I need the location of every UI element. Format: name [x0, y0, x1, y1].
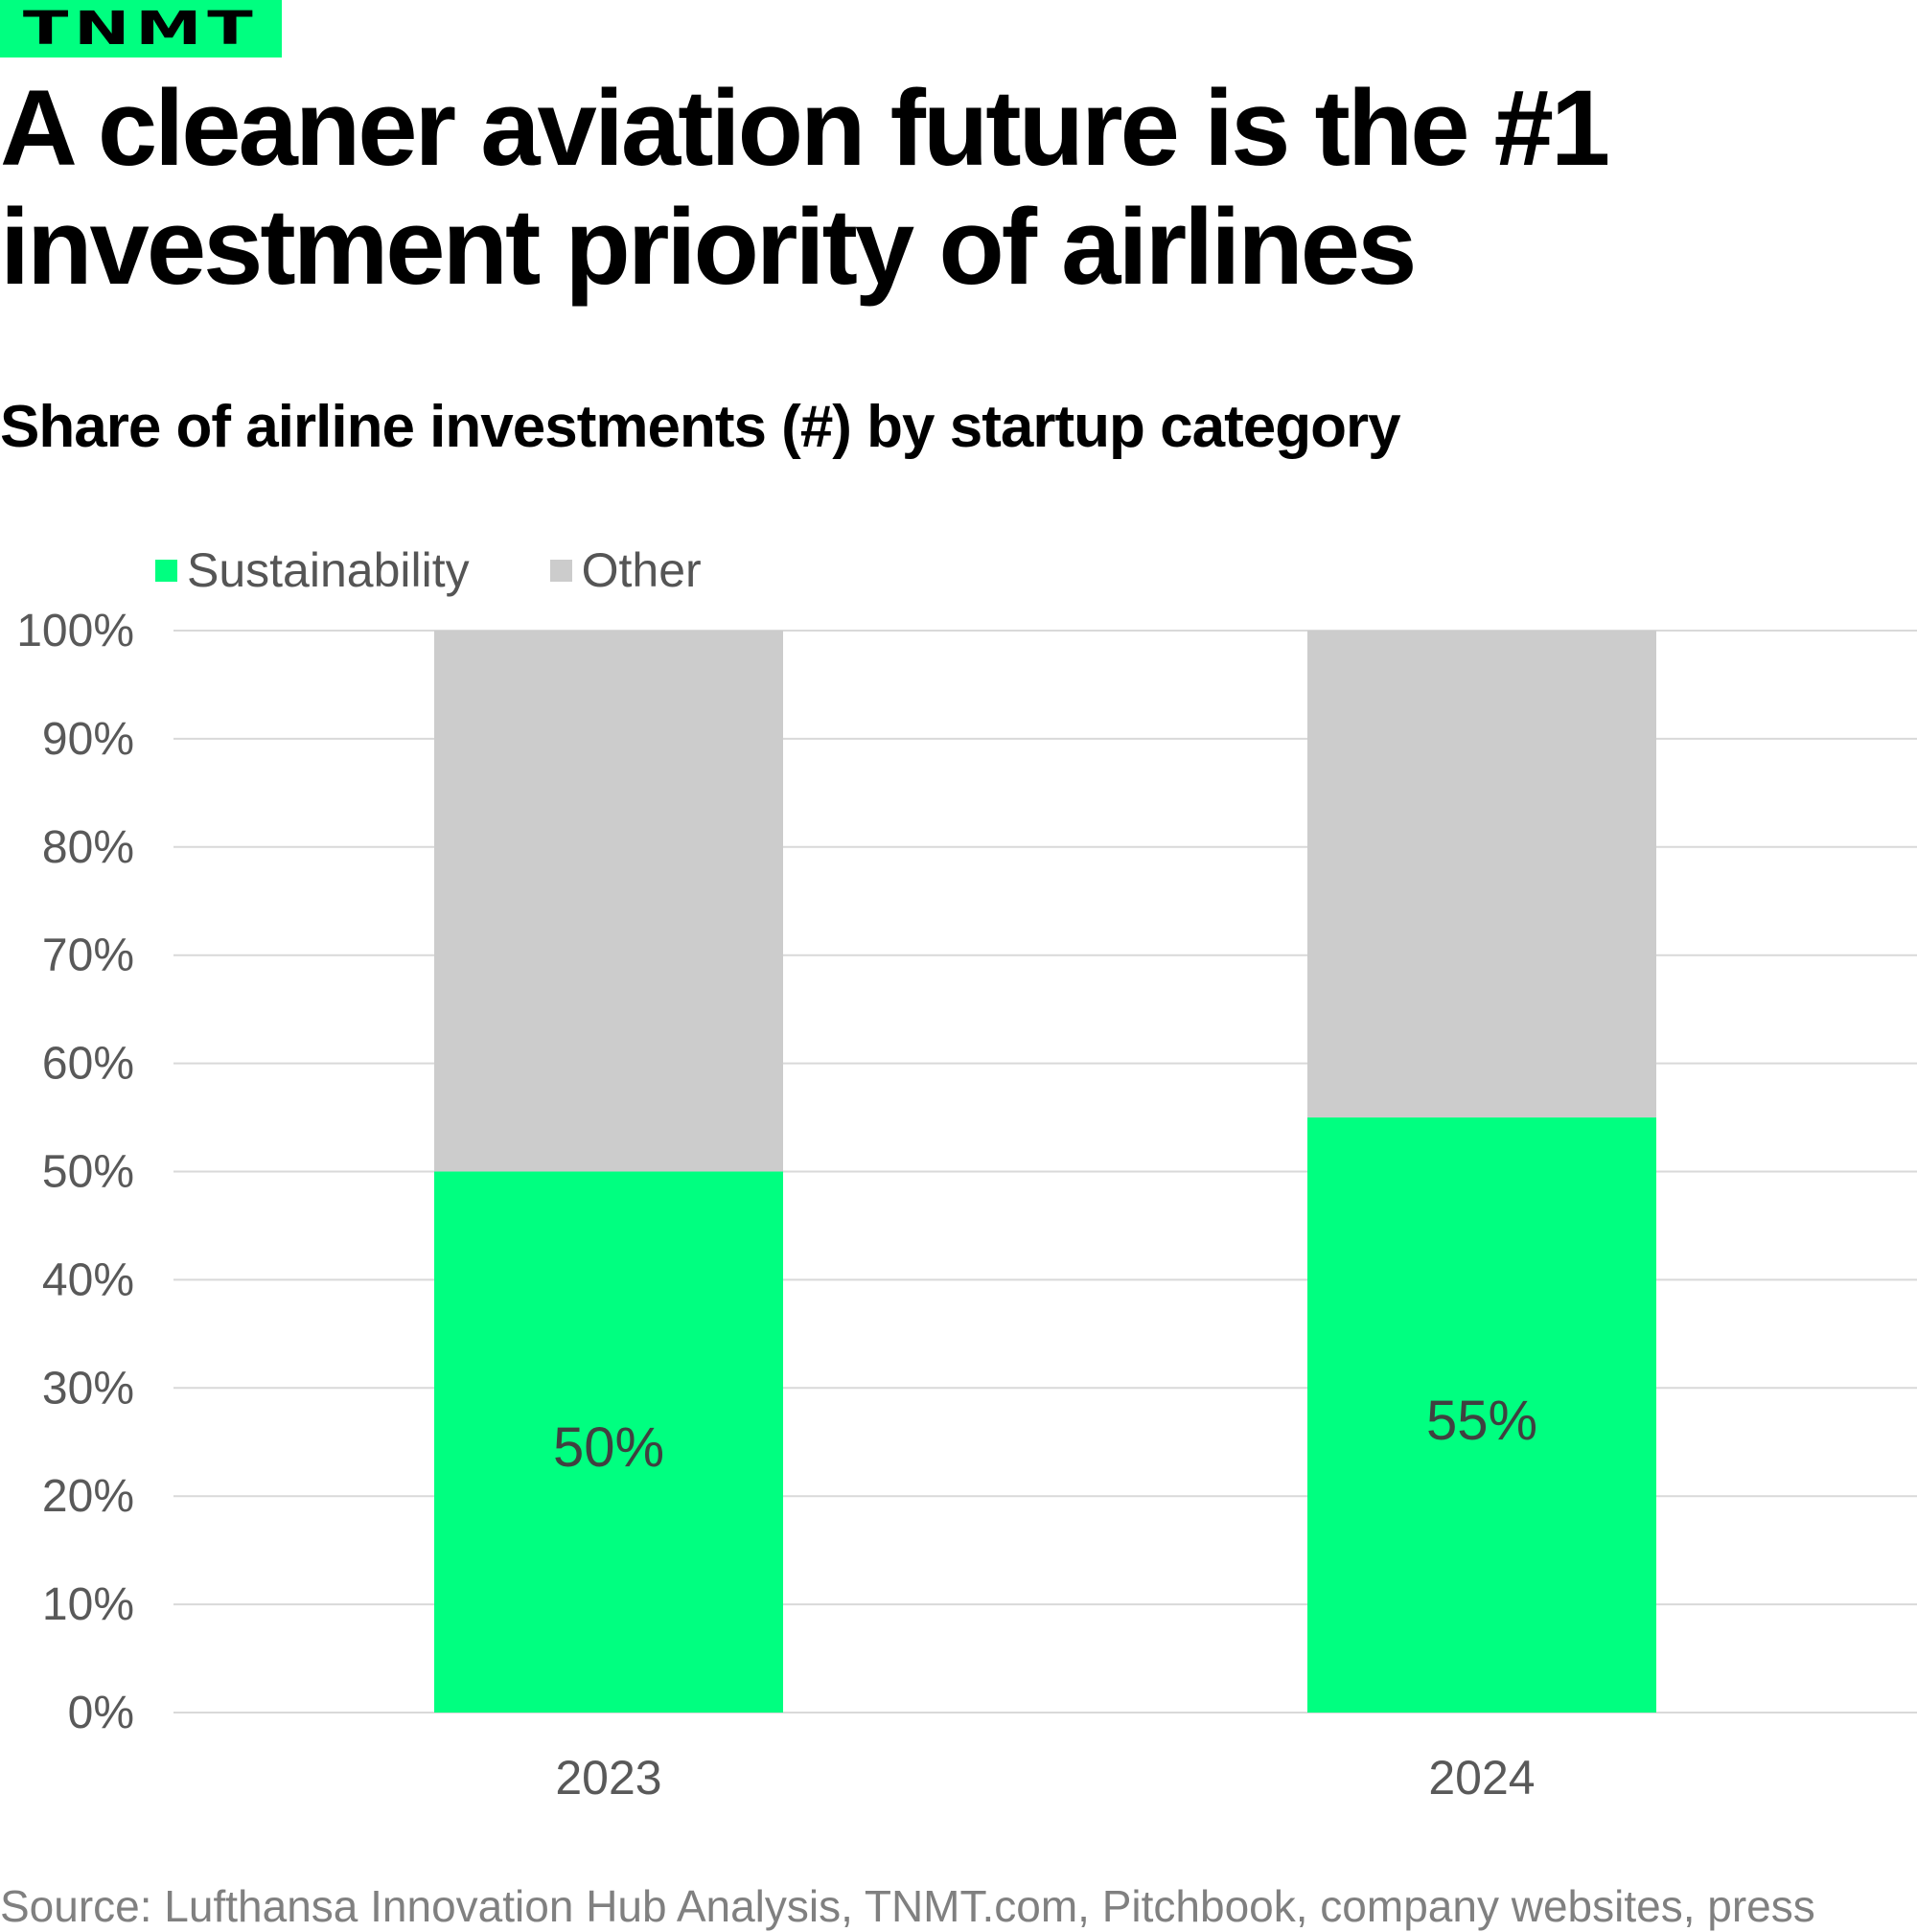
y-tick-label-20: 20% — [42, 1471, 134, 1522]
source-note: Source: Lufthansa Innovation Hub Analysi… — [0, 1881, 1815, 1931]
bar-sustainability-2023 — [434, 1171, 783, 1713]
y-tick-label-30: 30% — [42, 1363, 134, 1414]
legend-swatch-sustainability — [155, 559, 177, 582]
legend-item-other: Other — [549, 542, 702, 598]
data-label-sustainability-2023: 50% — [553, 1416, 664, 1479]
y-tick-label-90: 90% — [42, 714, 134, 765]
y-tick-label-70: 70% — [42, 931, 134, 981]
bar-other-2024 — [1307, 631, 1656, 1118]
legend-item-sustainability: Sustainability — [155, 542, 470, 598]
y-tick-label-60: 60% — [42, 1039, 134, 1090]
bar-sustainability-2024 — [1307, 1117, 1656, 1713]
x-tick-label-2023: 2023 — [555, 1751, 661, 1805]
y-tick-label-80: 80% — [42, 822, 134, 873]
data-label-sustainability-2024: 55% — [1426, 1390, 1537, 1452]
chart-legend: Sustainability Other — [155, 542, 782, 598]
y-tick-label-100: 100% — [16, 606, 134, 656]
brand-logo-text: TNMT — [23, 2, 259, 56]
y-tick-label-50: 50% — [42, 1147, 134, 1198]
y-tick-label-0: 0% — [68, 1688, 134, 1738]
y-tick-label-10: 10% — [42, 1579, 134, 1630]
page-title: A cleaner aviation future is the #1 inve… — [0, 68, 1610, 307]
brand-logo: TNMT — [0, 0, 282, 58]
y-tick-label-40: 40% — [42, 1254, 134, 1305]
legend-swatch-other — [549, 559, 572, 582]
bar-other-2023 — [434, 631, 783, 1172]
legend-label-sustainability: Sustainability — [187, 543, 470, 597]
x-tick-label-2024: 2024 — [1428, 1751, 1535, 1805]
legend-label-other: Other — [581, 543, 702, 597]
chart-subtitle: Share of airline investments (#) by star… — [0, 394, 1401, 460]
